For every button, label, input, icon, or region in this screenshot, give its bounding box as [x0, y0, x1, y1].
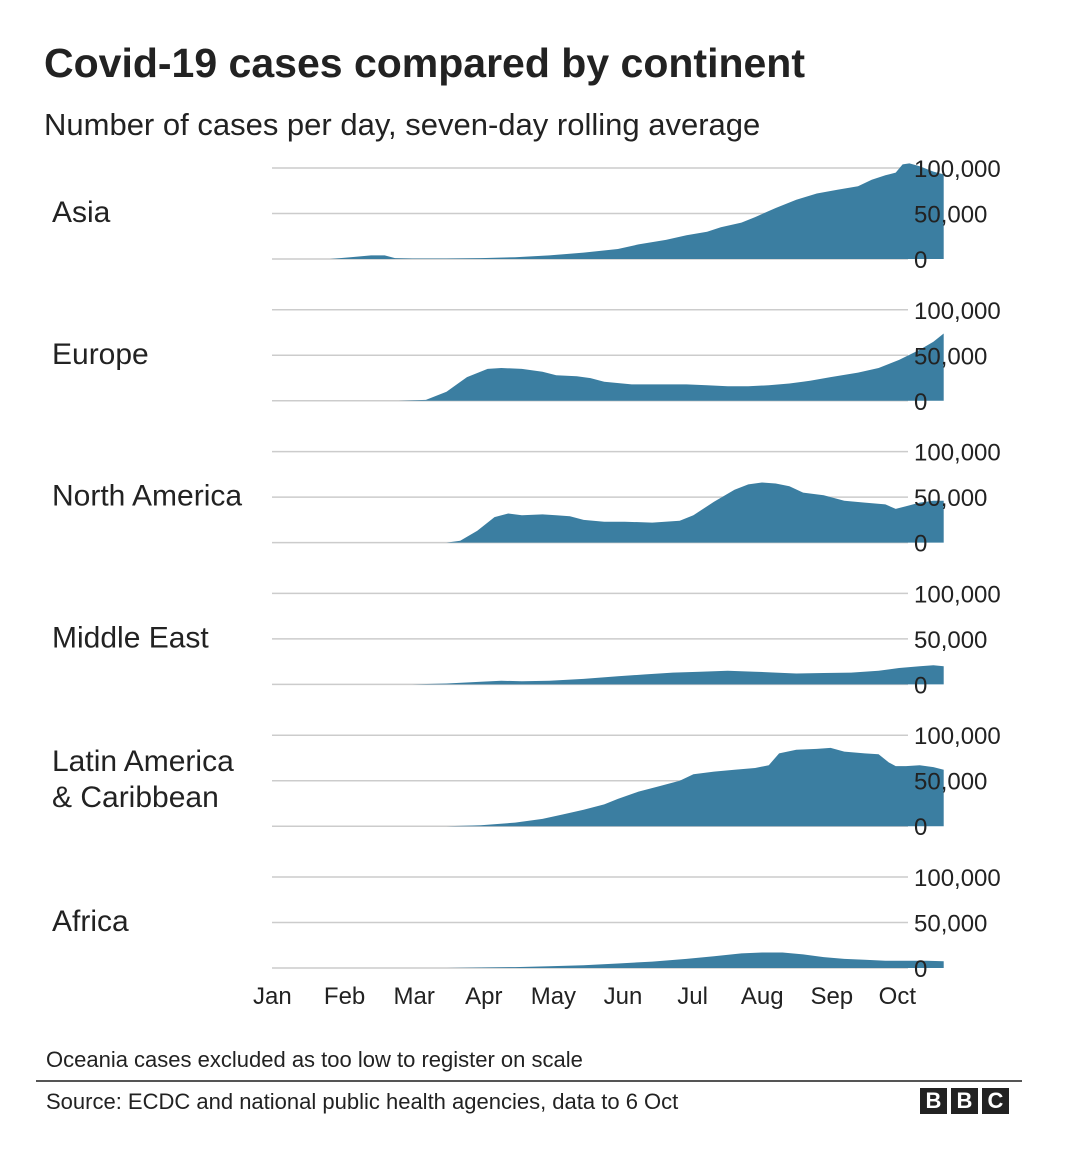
x-tick-label-oct: Oct	[879, 983, 917, 1010]
y-tick-label-europe-2: 100,000	[914, 298, 1001, 325]
bbc-logo-letter-2: B	[951, 1088, 978, 1114]
area-middle-east	[275, 665, 944, 685]
bbc-logo-letter-3: C	[982, 1088, 1009, 1114]
facet-label-africa: Africa	[52, 905, 129, 938]
y-tick-label-middle-east-2: 100,000	[914, 581, 1001, 608]
y-tick-label-latin-america-and-caribbean-2: 100,000	[914, 723, 1001, 750]
y-tick-label-africa-2: 100,000	[914, 865, 1001, 892]
y-tick-label-asia-1: 50,000	[914, 202, 987, 229]
x-tick-label-sep: Sep	[810, 983, 853, 1010]
y-tick-label-latin-america-and-caribbean-1: 50,000	[914, 769, 987, 796]
x-tick-label-jul: Jul	[677, 983, 708, 1010]
facet-label-europe: Europe	[52, 338, 149, 371]
area-africa	[275, 952, 944, 968]
x-tick-label-feb: Feb	[324, 983, 365, 1010]
y-tick-label-middle-east-1: 50,000	[914, 627, 987, 654]
footnote: Oceania cases excluded as too low to reg…	[46, 1047, 583, 1072]
x-tick-label-jan: Jan	[253, 983, 292, 1010]
bbc-logo: B B C	[920, 1088, 1009, 1114]
facet-label-middle-east: Middle East	[52, 621, 209, 654]
area-north-america	[275, 482, 944, 543]
y-tick-label-north-america-0: 0	[914, 531, 927, 558]
facet-label-latin-america-and-caribbean-line-2: & Caribbean	[52, 781, 219, 814]
y-tick-label-asia-0: 0	[914, 247, 927, 274]
facet-label-latin-america-and-caribbean-line-1: Latin America	[52, 745, 234, 778]
x-tick-label-mar: Mar	[394, 983, 435, 1010]
y-tick-label-latin-america-and-caribbean-0: 0	[914, 814, 927, 841]
x-tick-label-jun: Jun	[604, 983, 643, 1010]
chart-subtitle: Number of cases per day, seven-day rolli…	[44, 107, 761, 142]
x-tick-label-may: May	[531, 983, 576, 1010]
x-tick-label-apr: Apr	[465, 983, 502, 1010]
footer-divider	[36, 1080, 1022, 1082]
facet-label-north-america: North America	[52, 480, 242, 513]
y-tick-label-africa-1: 50,000	[914, 911, 987, 938]
bbc-logo-letter-1: B	[920, 1088, 947, 1114]
y-tick-label-europe-1: 50,000	[914, 343, 987, 370]
x-tick-label-aug: Aug	[741, 983, 784, 1010]
area-europe	[275, 333, 944, 401]
chart-title: Covid-19 cases compared by continent	[44, 40, 806, 86]
y-tick-label-north-america-1: 50,000	[914, 485, 987, 512]
y-tick-label-asia-2: 100,000	[914, 156, 1001, 183]
facet-label-asia: Asia	[52, 196, 111, 229]
area-asia	[275, 163, 944, 259]
y-tick-label-middle-east-0: 0	[914, 672, 927, 699]
source-line: Source: ECDC and national public health …	[46, 1089, 679, 1114]
y-tick-label-north-america-2: 100,000	[914, 440, 1001, 467]
y-tick-label-africa-0: 0	[914, 956, 927, 983]
area-latin-america-and-caribbean	[275, 747, 944, 827]
y-tick-label-europe-0: 0	[914, 389, 927, 416]
